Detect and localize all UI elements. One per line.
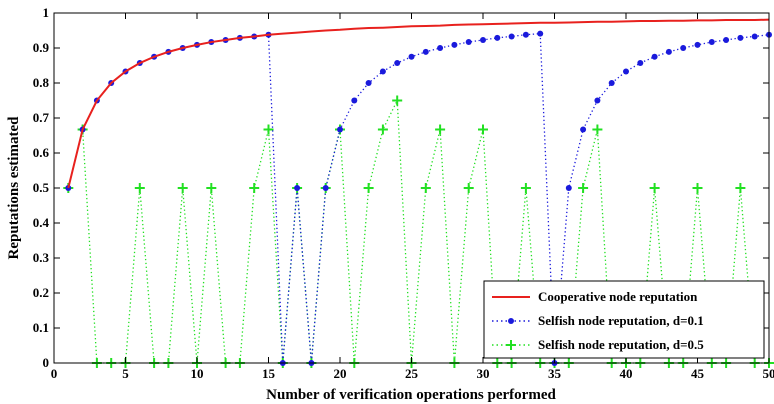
series-1	[67, 18, 770, 189]
legend-marker	[508, 318, 514, 324]
x-tick-label: 15	[262, 366, 276, 381]
data-point	[263, 124, 274, 135]
data-point	[594, 97, 601, 104]
data-point	[520, 183, 531, 193]
data-point	[694, 41, 701, 48]
data-point	[649, 183, 660, 193]
y-tick-label: 1	[43, 5, 50, 20]
series-2	[65, 30, 772, 366]
data-point	[422, 48, 429, 55]
data-point	[249, 183, 260, 193]
plot-area	[63, 18, 774, 368]
data-point	[134, 183, 145, 193]
data-point	[651, 53, 658, 60]
data-point	[692, 183, 703, 193]
x-tick-label: 0	[51, 366, 58, 381]
data-point	[592, 124, 603, 135]
data-point	[708, 39, 715, 46]
y-axis-title: Reputations estimated	[6, 116, 22, 260]
data-point	[665, 48, 672, 55]
x-tick-label: 25	[405, 366, 419, 381]
data-point	[379, 68, 386, 75]
data-point	[394, 60, 401, 67]
x-tick-label: 20	[334, 366, 347, 381]
y-tick-label: 0.8	[33, 75, 50, 90]
data-point	[177, 183, 188, 193]
data-point	[451, 41, 458, 48]
data-point	[580, 126, 587, 133]
y-tick-label: 0.2	[33, 285, 49, 300]
data-point	[322, 185, 329, 191]
data-point	[463, 183, 474, 193]
x-tick-label: 35	[548, 366, 562, 381]
axis-ticks	[53, 12, 770, 364]
data-point	[351, 97, 358, 104]
x-tick-label: 40	[620, 366, 633, 381]
x-tick-label: 45	[691, 366, 705, 381]
data-point	[522, 31, 529, 38]
data-point	[408, 53, 415, 60]
data-point	[508, 33, 515, 40]
y-tick-label: 0.9	[33, 40, 50, 55]
data-point	[578, 183, 589, 193]
data-point	[206, 183, 217, 193]
data-point	[723, 36, 730, 43]
tick-labels: 0 5 10 15 20 25 30 35 40 45 50 0 0.1 0.2 0.3 0.4 0.5 0.6 0…	[33, 5, 774, 381]
legend-label: Selfish node reputation, d=0.1	[538, 313, 704, 328]
data-point	[565, 185, 572, 191]
data-point	[437, 45, 444, 51]
series-line	[67, 18, 770, 189]
data-point	[494, 34, 501, 41]
data-point	[337, 126, 343, 133]
data-point	[478, 124, 488, 135]
y-tick-label: 0.3	[33, 250, 50, 265]
data-point	[294, 185, 301, 191]
x-tick-label: 5	[122, 366, 129, 381]
data-point	[435, 124, 446, 135]
data-point	[737, 34, 744, 41]
legend-label: Selfish node reputation, d=0.5	[538, 337, 704, 352]
y-tick-label: 0.4	[33, 215, 50, 230]
x-axis-title: Number of verification operations perfor…	[266, 387, 556, 403]
legend-label: Cooperative node reputation	[538, 289, 698, 304]
y-tick-label: 0.7	[33, 110, 50, 125]
data-point	[480, 36, 486, 43]
data-point	[465, 39, 472, 46]
data-point	[377, 124, 388, 135]
x-tick-label: 10	[191, 366, 204, 381]
data-point	[420, 183, 431, 193]
y-tick-label: 0.1	[33, 320, 49, 335]
data-point	[637, 60, 644, 67]
y-tick-label: 0	[43, 355, 50, 370]
data-point	[735, 183, 746, 193]
legend-marker	[506, 340, 516, 350]
y-tick-label: 0.5	[33, 180, 50, 195]
data-point	[623, 68, 629, 75]
data-point	[363, 183, 374, 193]
data-point	[751, 33, 758, 40]
x-tick-label: 50	[763, 366, 774, 381]
data-point	[365, 80, 372, 86]
x-tick-label: 30	[477, 366, 490, 381]
legend-box	[483, 280, 765, 359]
y-tick-label: 0.6	[33, 145, 50, 160]
data-point	[537, 30, 544, 37]
data-point	[680, 45, 687, 51]
data-point	[392, 95, 403, 106]
data-point	[608, 80, 615, 86]
legend: Cooperative node reputation Selfish node …	[483, 280, 765, 359]
